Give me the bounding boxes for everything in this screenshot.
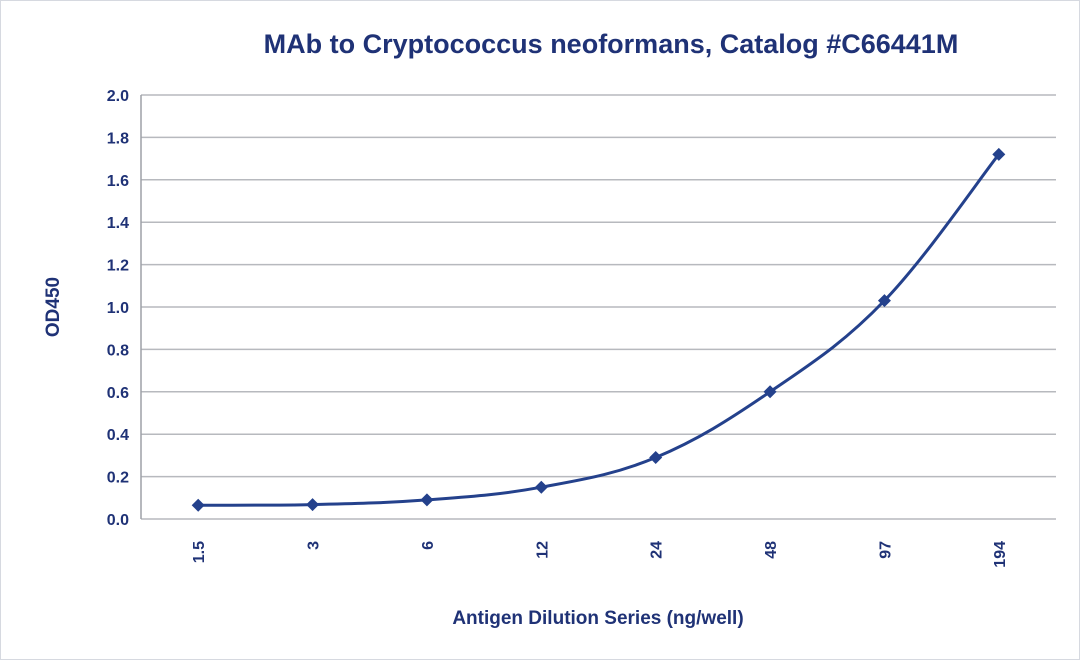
x-tick-label: 48 bbox=[763, 541, 780, 559]
y-tick-label: 0.2 bbox=[107, 470, 129, 487]
y-tick-label: 1.8 bbox=[107, 130, 129, 147]
y-tick-label: 2.0 bbox=[107, 88, 129, 105]
y-tick-label: 1.6 bbox=[107, 173, 129, 190]
x-axis-label: Antigen Dilution Series (ng/well) bbox=[452, 608, 743, 629]
gridlines bbox=[140, 94, 1056, 520]
x-tick-label: 3 bbox=[306, 541, 323, 550]
y-tick-label: 1.4 bbox=[107, 215, 129, 232]
y-tick-label: 1.0 bbox=[107, 300, 129, 317]
series-line bbox=[198, 153, 1000, 507]
y-tick-label: 0.4 bbox=[107, 427, 129, 444]
data-point bbox=[306, 498, 320, 512]
data-point bbox=[877, 294, 891, 308]
x-tick-label: 1.5 bbox=[191, 541, 208, 563]
x-tick-label: 6 bbox=[420, 541, 437, 550]
y-axis-ticks: 0.0 0.2 0.4 0.6 0.8 1.0 1.2 1.4 1.6 1.8 2.0 bbox=[107, 88, 129, 529]
x-tick-label: 12 bbox=[534, 541, 551, 559]
y-tick-label: 0.6 bbox=[107, 385, 129, 402]
x-tick-label: 194 bbox=[992, 541, 1009, 568]
y-axis-label: OD450 bbox=[43, 277, 64, 337]
data-point bbox=[534, 480, 548, 494]
data-point bbox=[763, 385, 777, 399]
data-point bbox=[191, 498, 205, 512]
y-tick-label: 0.0 bbox=[107, 512, 129, 529]
data-point bbox=[992, 147, 1006, 161]
y-tick-label: 0.8 bbox=[107, 342, 129, 359]
x-tick-label: 24 bbox=[649, 541, 666, 559]
y-tick-label: 1.2 bbox=[107, 258, 129, 275]
data-point bbox=[649, 451, 663, 465]
x-tick-label: 97 bbox=[877, 541, 894, 559]
data-point bbox=[420, 493, 434, 507]
series-layer bbox=[191, 147, 1006, 512]
x-axis-ticks: 1.5 3 6 12 24 48 97 194 bbox=[191, 541, 1009, 568]
chart-title: MAb to Cryptococcus neoformans, Catalog … bbox=[264, 29, 959, 59]
